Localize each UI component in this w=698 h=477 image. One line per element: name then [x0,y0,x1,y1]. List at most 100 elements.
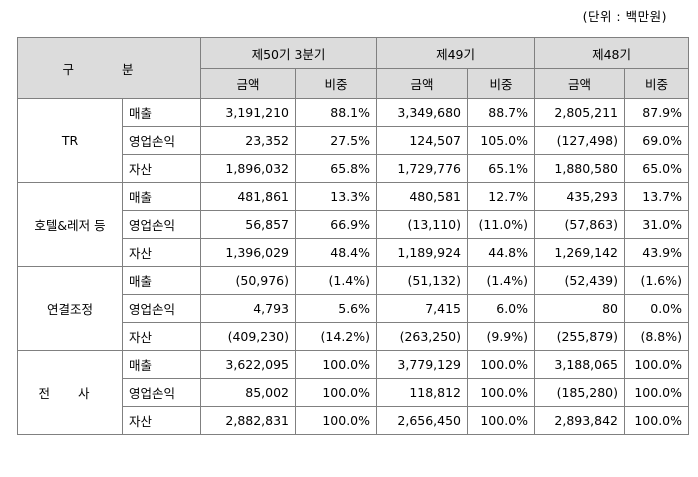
share-cell: 31.0% [624,210,690,239]
amount-cell: (127,498) [534,126,626,155]
table-row: 영업손익 85,002 100.0% 118,812 100.0% (185,2… [18,378,690,407]
metric-label: 영업손익 [121,210,202,239]
share-cell: (1.4%) [295,266,378,295]
amount-cell: 3,349,680 [376,98,469,127]
amount-cell: (185,280) [534,378,626,407]
share-cell: 69.0% [624,126,690,155]
amount-cell: 7,415 [376,294,469,323]
amount-cell: (409,230) [200,322,297,351]
table-row: 자산 1,396,029 48.4% 1,189,924 44.8% 1,269… [18,238,690,267]
share-cell: 13.3% [295,182,378,211]
share-cell: 100.0% [467,378,536,407]
share-cell: 100.0% [624,378,690,407]
amount-cell: 4,793 [200,294,297,323]
share-cell: 87.9% [624,98,690,127]
metric-label: 자산 [121,406,202,435]
period-header-48: 제48기 [534,37,690,69]
metric-label: 영업손익 [121,378,202,407]
table-row: 영업손익 23,352 27.5% 124,507 105.0% (127,49… [18,126,690,155]
amount-cell: (263,250) [376,322,469,351]
share-cell: 88.1% [295,98,378,127]
amount-cell: (255,879) [534,322,626,351]
share-cell: 65.0% [624,154,690,183]
metric-label: 자산 [121,322,202,351]
sub-header-share: 비중 [624,68,690,99]
amount-cell: 2,882,831 [200,406,297,435]
sub-header-share: 비중 [295,68,378,99]
share-cell: 6.0% [467,294,536,323]
amount-cell: 435,293 [534,182,626,211]
share-cell: 27.5% [295,126,378,155]
metric-label: 영업손익 [121,294,202,323]
share-cell: 105.0% [467,126,536,155]
amount-cell: 124,507 [376,126,469,155]
share-cell: 13.7% [624,182,690,211]
amount-cell: 23,352 [200,126,297,155]
table-row: 자산 1,896,032 65.8% 1,729,776 65.1% 1,880… [18,154,690,183]
segment-label-company-total: 전 사 [17,350,123,435]
table-row: 영업손익 56,857 66.9% (13,110) (11.0%) (57,8… [18,210,690,239]
amount-cell: 56,857 [200,210,297,239]
amount-cell: 1,729,776 [376,154,469,183]
table-row: 연결조정 매출 (50,976) (1.4%) (51,132) (1.4%) … [17,266,690,351]
metric-label: 자산 [121,238,202,267]
segment-label-hotel-leisure: 호텔&레저 등 [17,182,123,267]
segment-label-tr: TR [17,98,123,183]
amount-cell: 3,779,129 [376,350,469,379]
amount-cell: 2,656,450 [376,406,469,435]
sub-header-amount: 금액 [376,68,469,99]
metric-label: 영업손익 [121,126,202,155]
metric-label: 매출 [121,182,202,211]
share-cell: 48.4% [295,238,378,267]
share-cell: 12.7% [467,182,536,211]
amount-cell: 3,191,210 [200,98,297,127]
share-cell: (1.4%) [467,266,536,295]
amount-cell: (13,110) [376,210,469,239]
amount-cell: 3,188,065 [534,350,626,379]
share-cell: 100.0% [624,406,690,435]
share-cell: 88.7% [467,98,536,127]
share-cell: (1.6%) [624,266,690,295]
amount-cell: 481,861 [200,182,297,211]
amount-cell: (51,132) [376,266,469,295]
table-row: 자산 2,882,831 100.0% 2,656,450 100.0% 2,8… [18,406,690,435]
segment-financial-table: 구 분 제50기 3분기 제49기 제48기 금액 비중 금액 비중 금액 비중… [16,37,690,435]
segment-label-consolidation: 연결조정 [17,266,123,351]
sub-header-amount: 금액 [534,68,626,99]
table-row: TR 매출 3,191,210 88.1% 3,349,680 88.7% 2,… [17,98,690,183]
amount-cell: (50,976) [200,266,297,295]
share-cell: 5.6% [295,294,378,323]
share-cell: (9.9%) [467,322,536,351]
amount-cell: 1,269,142 [534,238,626,267]
share-cell: (11.0%) [467,210,536,239]
amount-cell: 1,880,580 [534,154,626,183]
period-header-49: 제49기 [376,37,536,69]
share-cell: 43.9% [624,238,690,267]
share-cell: 100.0% [295,350,378,379]
metric-label: 매출 [121,98,202,127]
amount-cell: 2,805,211 [534,98,626,127]
share-cell: 100.0% [295,378,378,407]
metric-label: 자산 [121,154,202,183]
table-row: 영업손익 4,793 5.6% 7,415 6.0% 80 0.0% [18,294,690,323]
share-cell: 100.0% [295,406,378,435]
metric-label: 매출 [121,266,202,295]
amount-cell: 85,002 [200,378,297,407]
share-cell: 100.0% [624,350,690,379]
sub-header-share: 비중 [467,68,536,99]
amount-cell: 80 [534,294,626,323]
table-row: 호텔&레저 등 매출 481,861 13.3% 480,581 12.7% 4… [17,182,690,267]
amount-cell: 118,812 [376,378,469,407]
table-row: 전 사 매출 3,622,095 100.0% 3,779,129 100.0%… [17,350,690,435]
amount-cell: (57,863) [534,210,626,239]
share-cell: 65.1% [467,154,536,183]
share-cell: 0.0% [624,294,690,323]
sub-header-amount: 금액 [200,68,297,99]
share-cell: 100.0% [467,350,536,379]
share-cell: 65.8% [295,154,378,183]
period-header-50q3: 제50기 3분기 [200,37,378,69]
share-cell: (8.8%) [624,322,690,351]
unit-note: (단위 : 백만원) [582,9,667,24]
share-cell: 44.8% [467,238,536,267]
amount-cell: 1,396,029 [200,238,297,267]
